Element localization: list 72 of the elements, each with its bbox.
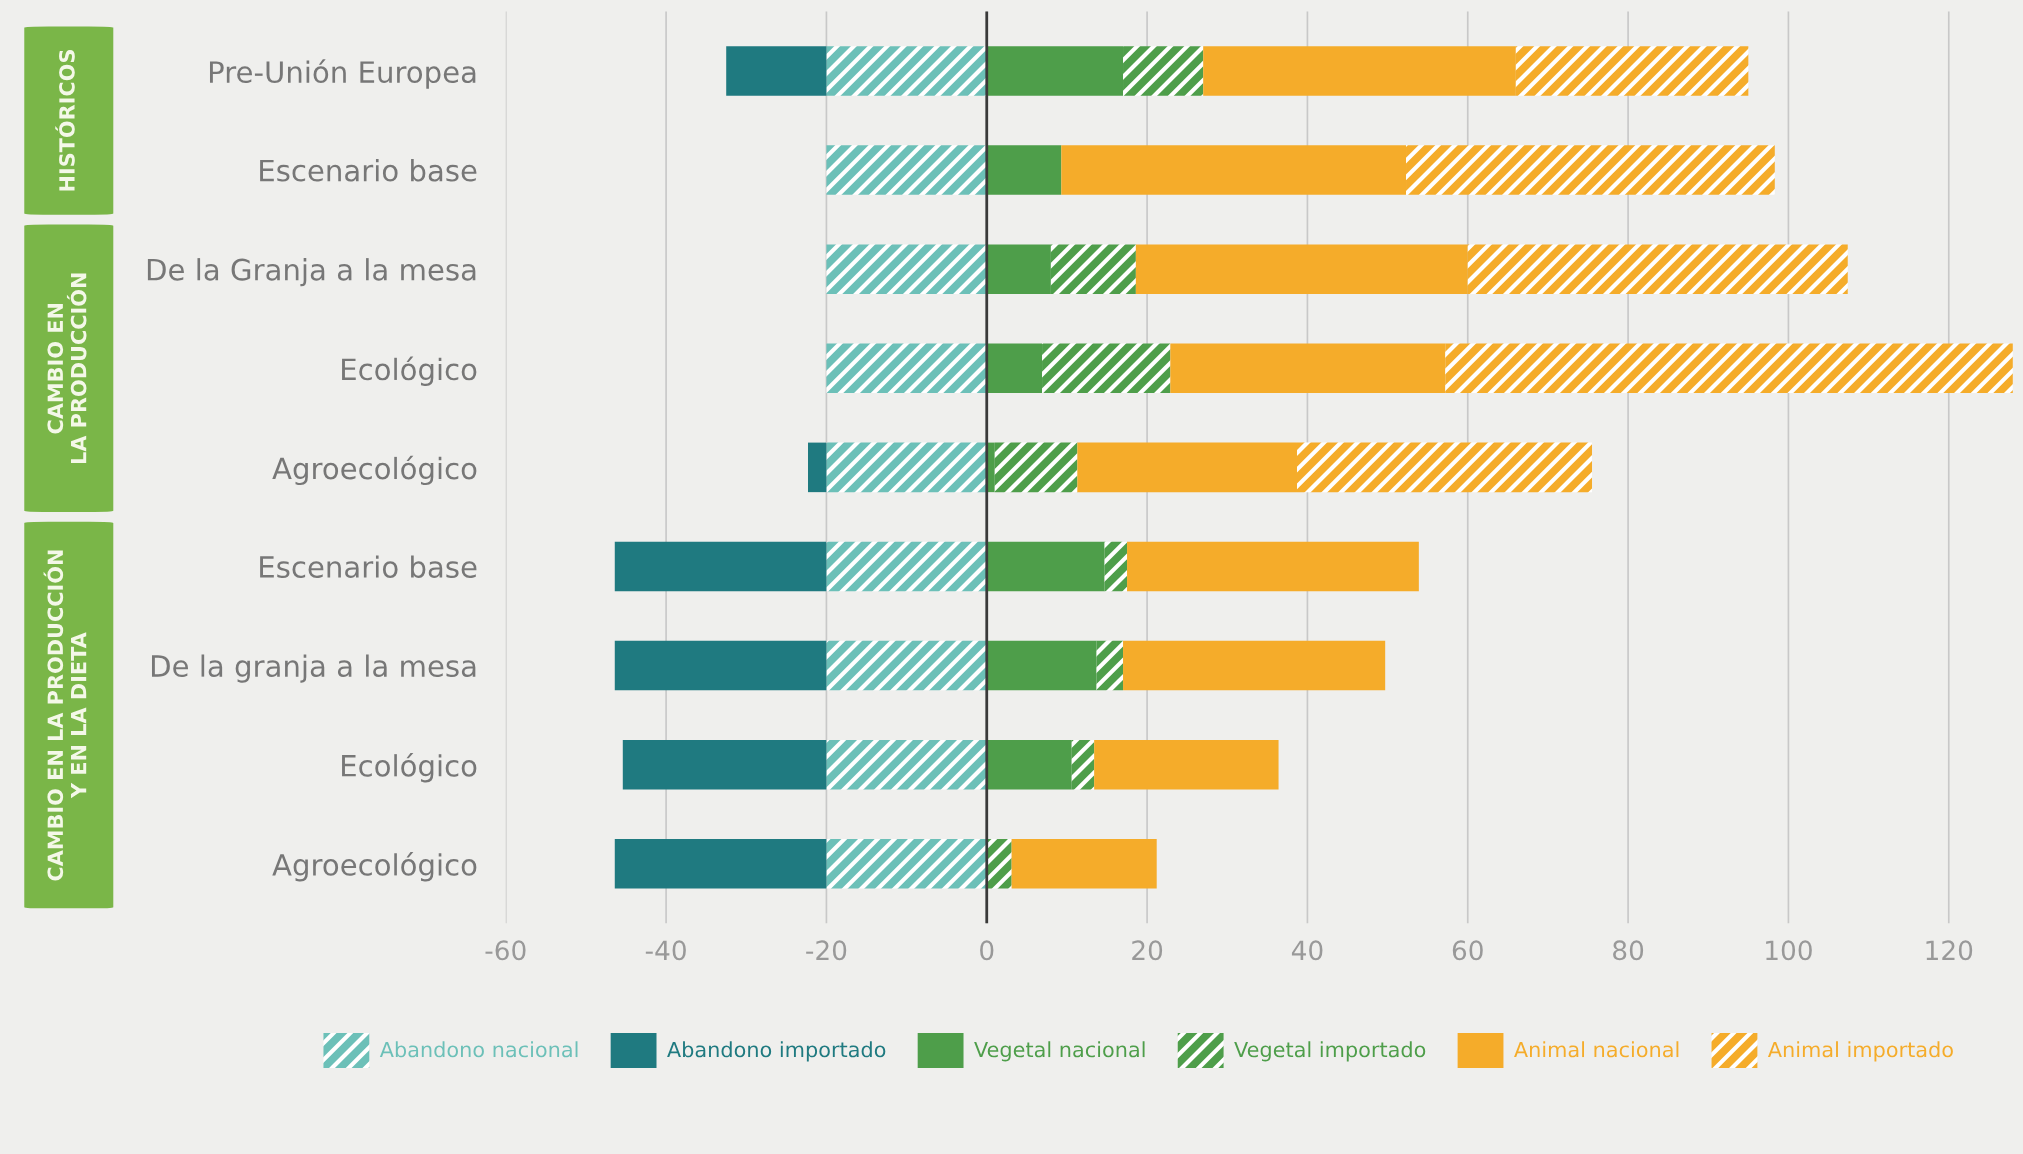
y-tick-label: Ecológico	[342, 752, 477, 783]
x-tick-label: 0	[980, 940, 994, 961]
x-tick-label: 40	[1291, 940, 1323, 961]
bar	[826, 343, 987, 394]
bar	[986, 343, 1043, 394]
bar	[1515, 46, 1749, 96]
bar	[1011, 838, 1157, 889]
legend-label: Abandono nacional	[379, 1041, 578, 1058]
bar	[1077, 442, 1297, 493]
bar	[986, 739, 1072, 790]
legend-label: Animal nacional	[1514, 1041, 1679, 1058]
bar	[826, 46, 987, 96]
bar	[1096, 640, 1124, 691]
bar	[826, 739, 987, 790]
y-tick-label: Pre-Unión Europea	[209, 59, 476, 89]
bar	[986, 541, 1105, 592]
y-tick-label: De la Granja a la mesa	[147, 258, 476, 287]
y-tick-label: Agroecológico	[272, 455, 477, 486]
bar	[1297, 442, 1593, 493]
y-tick-label: Escenario base	[260, 555, 477, 578]
bar	[1042, 343, 1171, 394]
y-tick-label: Agroecológico	[272, 852, 477, 882]
bar	[1123, 640, 1386, 691]
bar	[826, 541, 987, 592]
bar	[1445, 343, 2013, 394]
bar	[826, 244, 987, 294]
bar	[986, 640, 1097, 691]
y-tick-label: De la granja a la mesa	[151, 654, 476, 683]
text: HISTÓRICOS	[55, 50, 75, 191]
x-tick-label: 100	[1766, 940, 1812, 961]
bar	[1071, 739, 1095, 790]
text: CAMBIO EN LA PRODUCCIÓN Y EN LA DIETA	[43, 550, 87, 881]
legend-label: Vegetal importado	[1234, 1041, 1426, 1062]
bar	[1170, 343, 1446, 394]
legend-label: Abandono importado	[667, 1041, 886, 1062]
bar	[994, 442, 1078, 493]
x-tick-label: -40	[645, 940, 686, 961]
y-tick-label: Ecológico	[342, 356, 477, 387]
x-tick-label: 20	[1132, 940, 1163, 961]
bar	[614, 541, 827, 592]
text: CAMBIO EN LA PRODUCCIÓN	[47, 273, 87, 464]
bar	[1203, 46, 1516, 96]
bar	[1104, 541, 1128, 592]
bar	[622, 739, 827, 790]
x-tick-label: -20	[806, 940, 847, 961]
bar	[826, 838, 987, 889]
legend-label: Vegetal nacional	[974, 1041, 1145, 1062]
bar	[1061, 145, 1407, 195]
bar	[1094, 739, 1279, 790]
bar	[986, 838, 1012, 889]
bar	[1050, 244, 1136, 294]
y-tick-label: Escenario base	[260, 159, 477, 182]
bar	[1406, 145, 1775, 195]
x-tick-label: 80	[1613, 940, 1644, 961]
bar	[986, 46, 1124, 96]
bar	[614, 640, 827, 691]
bar	[1127, 541, 1419, 592]
bar	[826, 640, 987, 691]
bar	[807, 442, 827, 493]
x-tick-label: -60	[485, 940, 526, 961]
bar	[1123, 46, 1204, 96]
bar	[826, 145, 987, 195]
bar	[1467, 244, 1848, 294]
legend-label: Animal importado	[1767, 1041, 1953, 1062]
x-tick-label: 60	[1452, 940, 1483, 961]
bar	[1135, 244, 1468, 294]
x-tick-label: 120	[1926, 940, 1973, 961]
bar	[614, 838, 827, 889]
bar	[826, 442, 987, 493]
bar	[726, 46, 827, 96]
bar	[986, 244, 1051, 294]
bar	[986, 145, 1062, 195]
